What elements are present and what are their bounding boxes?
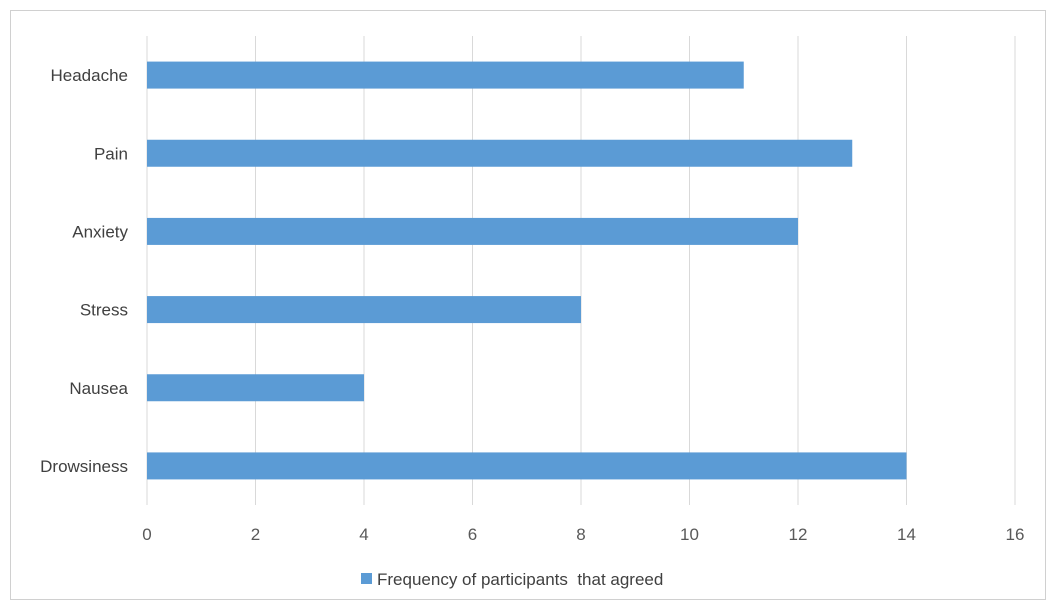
x-tick-label: 4: [359, 525, 368, 544]
bar-nausea: [147, 374, 364, 402]
bar-headache: [147, 61, 744, 89]
legend-swatch: [361, 573, 372, 584]
x-tick-labels: 0 2 4 6 8 10 12 14 16: [142, 525, 1024, 544]
bar-pain: [147, 139, 853, 167]
x-tick-label: 12: [789, 525, 808, 544]
legend: Frequency of participants that agreed: [361, 570, 663, 589]
bars-group: [147, 61, 907, 480]
x-tick-label: 14: [897, 525, 916, 544]
category-labels: Headache Pain Anxiety Stress Nausea Drowsines…: [40, 66, 128, 476]
bar-stress: [147, 296, 581, 324]
bar-anxiety: [147, 217, 798, 245]
category-label-pain: Pain: [94, 144, 128, 163]
bar-drowsiness: [147, 452, 907, 480]
category-label-drowsiness: Drowsiness: [40, 457, 128, 476]
category-label-nausea: Nausea: [69, 379, 128, 398]
x-tick-label: 16: [1006, 525, 1025, 544]
x-tick-label: 0: [142, 525, 151, 544]
x-tick-label: 10: [680, 525, 699, 544]
legend-label: Frequency of participants that agreed: [377, 570, 663, 589]
grid-lines: [146, 36, 1016, 505]
x-tick-label: 6: [468, 525, 477, 544]
category-label-stress: Stress: [80, 301, 128, 320]
x-tick-label: 2: [251, 525, 260, 544]
category-label-headache: Headache: [50, 66, 128, 85]
x-tick-label: 8: [576, 525, 585, 544]
category-label-anxiety: Anxiety: [72, 222, 128, 241]
